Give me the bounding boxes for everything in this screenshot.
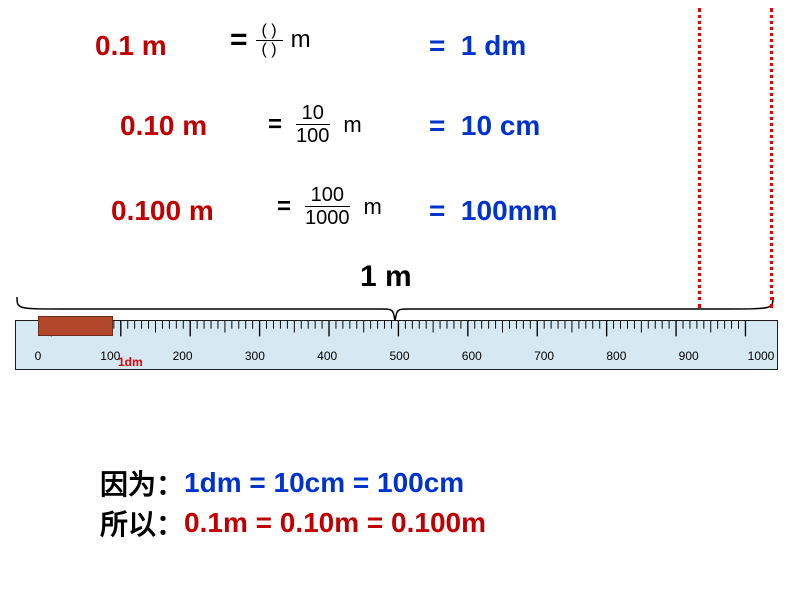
row1-fraction: = ( ) ( ) m xyxy=(230,22,311,58)
ruler-label: 800 xyxy=(606,349,626,363)
row3-num: 100 xyxy=(305,184,350,207)
ruler-label: 500 xyxy=(389,349,409,363)
one-m-label: 1 m xyxy=(360,260,412,294)
row1-num: ( ) xyxy=(256,22,283,41)
row3-den: 1000 xyxy=(299,207,356,229)
red-marker-text: 1dm xyxy=(118,355,143,369)
row2-fraction: = 10 100 m xyxy=(268,102,362,147)
row1-eq1: = xyxy=(230,23,248,57)
row3-eq2: = xyxy=(429,195,445,227)
row3-unit: m xyxy=(364,194,382,220)
row2-frac: 10 100 xyxy=(290,102,335,147)
bottom-line-1: 因为： 1dm = 10cm = 100cm xyxy=(100,463,464,503)
row1-frac: ( ) ( ) xyxy=(256,22,283,58)
row3-right: = 100mm xyxy=(429,195,557,227)
dashed-line-2 xyxy=(770,8,773,308)
row1-unit: m xyxy=(291,26,311,54)
dashed-line-1 xyxy=(698,8,701,308)
ruler-label: 900 xyxy=(679,349,699,363)
row1-den: ( ) xyxy=(256,41,283,59)
row1-eq2: = xyxy=(429,30,445,62)
row1-left: 0.1 m xyxy=(95,30,167,62)
bottom1-body: 1dm = 10cm = 100cm xyxy=(184,467,464,499)
ruler-label: 300 xyxy=(245,349,265,363)
row3-frac: 100 1000 xyxy=(299,184,356,229)
row2-rval: 10 cm xyxy=(461,110,540,142)
row3-left: 0.100 m xyxy=(111,195,214,227)
row1-right: = 1 dm xyxy=(429,30,526,62)
row3-rval: 100mm xyxy=(461,195,558,227)
bottom-line-2: 所以： 0.1m = 0.10m = 0.100m xyxy=(100,503,486,543)
brace-icon xyxy=(15,295,775,323)
bottom2-prefix: 所以： xyxy=(100,503,184,543)
row2-left: 0.10 m xyxy=(120,110,207,142)
ruler-label: 0 xyxy=(35,349,42,363)
row2-den: 100 xyxy=(290,125,335,147)
row2-right: = 10 cm xyxy=(429,110,540,142)
ruler-label: 400 xyxy=(317,349,337,363)
bottom2-body: 0.1m = 0.10m = 0.100m xyxy=(184,507,486,539)
row2-unit: m xyxy=(343,112,361,138)
row2-num: 10 xyxy=(296,102,330,125)
row3-eq1: = xyxy=(277,193,291,221)
bottom1-prefix: 因为： xyxy=(100,463,184,503)
row3-fraction: = 100 1000 m xyxy=(277,184,382,229)
row2-eq1: = xyxy=(268,111,282,139)
row1-rval: 1 dm xyxy=(461,30,526,62)
ruler-label: 200 xyxy=(173,349,193,363)
red-highlight-block xyxy=(38,316,113,336)
ruler-label: 1000 xyxy=(748,349,775,363)
ruler-label: 700 xyxy=(534,349,554,363)
ruler-label: 600 xyxy=(462,349,482,363)
row2-eq2: = xyxy=(429,110,445,142)
